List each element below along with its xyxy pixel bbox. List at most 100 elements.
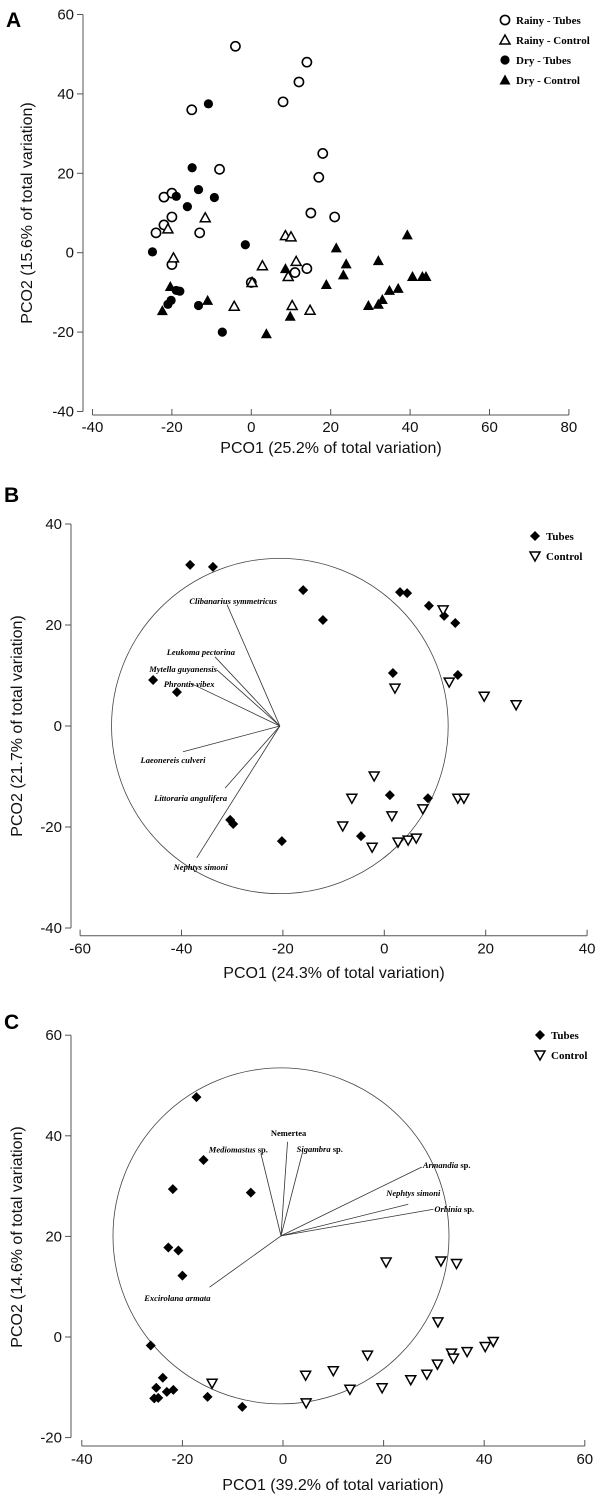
data-point [343, 1384, 357, 1396]
data-point [285, 298, 299, 311]
data-point [289, 267, 301, 278]
vector-label-name: Leukoma pectorina [166, 647, 236, 657]
data-point [385, 811, 399, 823]
data-point [372, 255, 384, 266]
data-point [367, 771, 381, 783]
data-point [420, 271, 432, 282]
legend-label: Dry - Control [516, 75, 580, 87]
data-point [416, 804, 430, 816]
data-point [230, 40, 241, 52]
vector-label: Phrontis vibex [164, 679, 216, 689]
series-rainy-control [161, 211, 317, 316]
vector-line [280, 1166, 423, 1237]
data-point [276, 836, 287, 847]
data-point [198, 1154, 209, 1165]
data-point [240, 240, 250, 250]
vector-label-name: Armandia [422, 1160, 459, 1170]
data-point [337, 269, 349, 280]
legend-marker [533, 1050, 547, 1062]
data-point [362, 300, 374, 311]
data-point [185, 559, 196, 570]
data-point [175, 286, 185, 296]
series-tubes [145, 1092, 256, 1412]
vector-line [224, 725, 281, 789]
data-point [163, 299, 173, 309]
data-point [193, 184, 204, 195]
correlation-circle [111, 557, 449, 895]
data-point [163, 1242, 174, 1253]
data-point [450, 1258, 463, 1271]
legend-marker [535, 1030, 545, 1040]
data-point [384, 790, 395, 801]
data-point [150, 227, 162, 239]
data-point [477, 691, 491, 703]
vector-label: Armandia sp. [422, 1160, 471, 1170]
data-point [227, 299, 241, 312]
series-rainy-tubes [150, 40, 341, 288]
data-point [260, 328, 272, 339]
vector-label: Excirolana armata [143, 1293, 211, 1303]
vector-label-suffix: sp. [462, 1204, 474, 1214]
data-point [168, 1384, 179, 1395]
data-point [186, 104, 198, 116]
data-point [392, 282, 404, 293]
data-point [423, 600, 434, 611]
vector-line [209, 1235, 282, 1288]
data-point [277, 96, 289, 108]
x-tick-label: 20 [477, 941, 494, 958]
data-point [256, 259, 269, 271]
data-point [422, 793, 433, 804]
data-point [404, 1375, 418, 1387]
vector-label-name: Phrontis vibex [164, 679, 216, 689]
data-point [320, 278, 332, 289]
vector-label-name: Clibanarius symmetricus [189, 596, 277, 606]
vector-line [280, 1141, 288, 1236]
data-point [345, 793, 359, 805]
data-point [245, 275, 259, 288]
y-tick-label: -40 [40, 920, 62, 937]
legend-label: Rainy - Tubes [516, 15, 582, 27]
x-tick-label: 20 [322, 419, 339, 436]
data-point [355, 831, 366, 842]
y-axis-title: PCO2 (14.6% of total variation) [9, 1126, 26, 1347]
vector-label: Nephtys simoni [173, 862, 229, 872]
y-axis-title: PCO2 (15.6% of total variation) [19, 102, 36, 323]
y-tick-label: 60 [45, 1027, 62, 1044]
data-point [228, 818, 239, 829]
vector-label: Sigambra sp. [297, 1144, 343, 1154]
x-tick-label: 40 [402, 419, 419, 436]
series-dry-control [156, 229, 432, 339]
vector-label-name: Nephtys simoni [385, 1188, 441, 1198]
data-point [281, 269, 295, 282]
panel-letter: A [6, 9, 21, 32]
data-point [442, 677, 456, 689]
vector-label-name: Laeonereis culveri [140, 755, 207, 765]
data-point [340, 258, 352, 269]
data-point [375, 1383, 389, 1395]
y-tick-label: 20 [45, 1228, 62, 1245]
series-dry-tubes [147, 99, 250, 337]
data-point [298, 585, 309, 596]
vector-line [196, 725, 281, 859]
data-point [305, 207, 317, 219]
data-point [509, 700, 523, 712]
data-point [401, 835, 415, 847]
data-point [436, 605, 450, 617]
data-point [198, 211, 212, 223]
vector-label: Littoraria angulifera [153, 793, 228, 803]
data-point [177, 1270, 188, 1281]
x-tick-label: -40 [82, 419, 104, 436]
data-point [388, 683, 402, 695]
x-tick-label: -40 [171, 941, 193, 958]
data-point [317, 148, 329, 159]
x-tick-label: -60 [69, 941, 91, 958]
vector-label: Mytella guyanensis [148, 664, 217, 674]
data-point [187, 163, 197, 173]
data-point [157, 1372, 168, 1383]
vector-line [189, 682, 281, 727]
vector-line [214, 656, 281, 727]
data-point [151, 1382, 162, 1393]
data-point [147, 247, 158, 257]
legend-label: Tubes [551, 1030, 579, 1042]
data-point [301, 56, 313, 68]
